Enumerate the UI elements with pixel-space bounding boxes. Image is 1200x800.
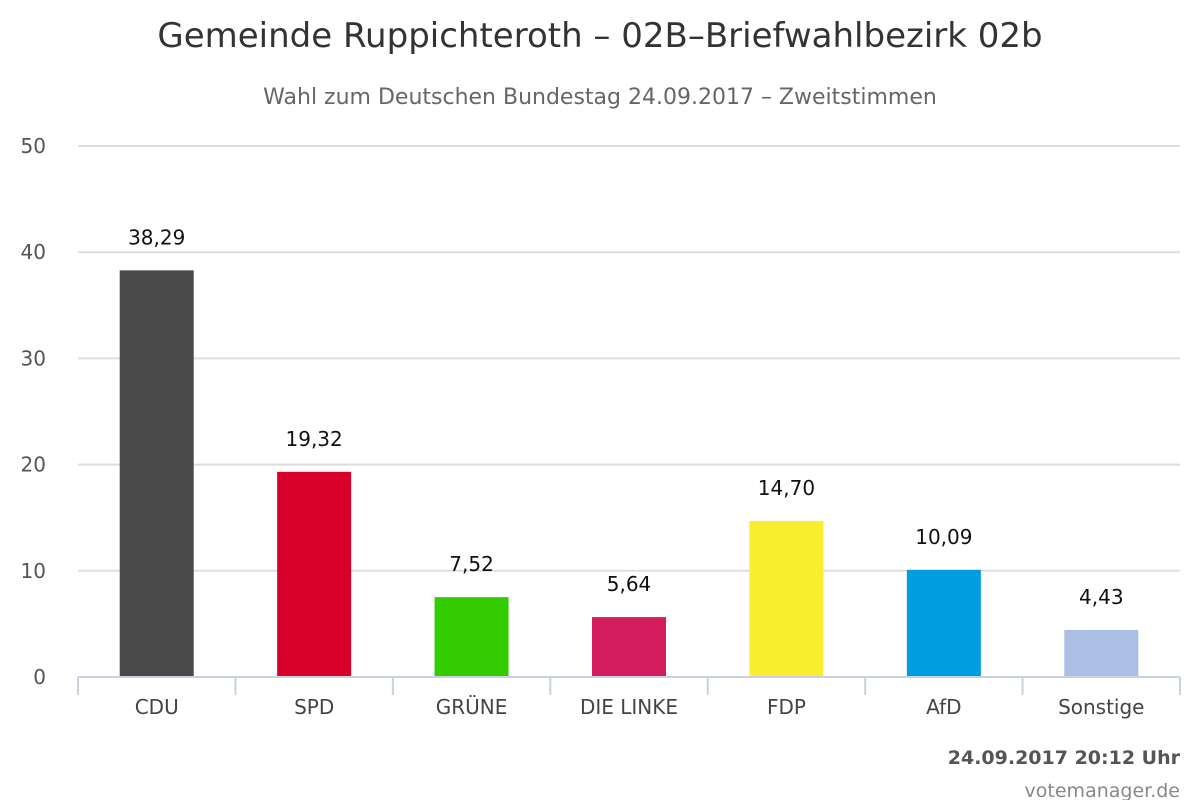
bar-cdu[interactable] [119, 270, 194, 677]
y-tick-label: 40 [21, 240, 46, 264]
data-label: 10,09 [915, 525, 972, 549]
data-label: 4,43 [1079, 585, 1124, 609]
bar-afd[interactable] [906, 569, 981, 677]
bar-fdp[interactable] [749, 520, 824, 677]
chart-title: Gemeinde Ruppichteroth – 02B–Briefwahlbe… [157, 16, 1042, 56]
chart-subtitle: Wahl zum Deutschen Bundestag 24.09.2017 … [263, 85, 937, 110]
x-tick-label: AfD [926, 695, 961, 719]
y-tick-label: 30 [21, 346, 46, 370]
x-tick-label: SPD [294, 695, 334, 719]
bars: 38,29 19,32 7,52 5,64 14,70 10,09 4,43 [119, 225, 1139, 677]
timestamp: 24.09.2017 20:12 Uhr [948, 747, 1181, 769]
y-tick-label: 50 [21, 134, 46, 158]
data-label: 5,64 [607, 572, 652, 596]
bar-sonstige[interactable] [1064, 629, 1139, 677]
data-label: 38,29 [128, 225, 185, 249]
data-label: 7,52 [449, 552, 494, 576]
y-tick-label: 20 [21, 453, 46, 477]
bar-gr-ne[interactable] [434, 597, 509, 677]
x-tick-label: Sonstige [1058, 695, 1144, 719]
y-tick-label: 10 [21, 559, 46, 583]
bar-spd[interactable] [277, 471, 352, 677]
data-label: 14,70 [758, 476, 815, 500]
bar-die-linke[interactable] [592, 617, 666, 677]
credits-link[interactable]: votemanager.de [1025, 780, 1180, 800]
x-tick-label: FDP [767, 695, 806, 719]
y-axis: 0 10 20 30 40 50 [21, 134, 46, 689]
grid-lines [78, 145, 1180, 572]
y-tick-label: 0 [33, 665, 46, 689]
x-tick-label: GRÜNE [436, 695, 508, 719]
x-tick-label: DIE LINKE [580, 695, 678, 719]
data-label: 19,32 [286, 427, 343, 451]
x-axis: CDU SPD GRÜNE DIE LINKE FDP AfD Sonstige [77, 676, 1181, 719]
x-tick-label: CDU [135, 695, 179, 719]
